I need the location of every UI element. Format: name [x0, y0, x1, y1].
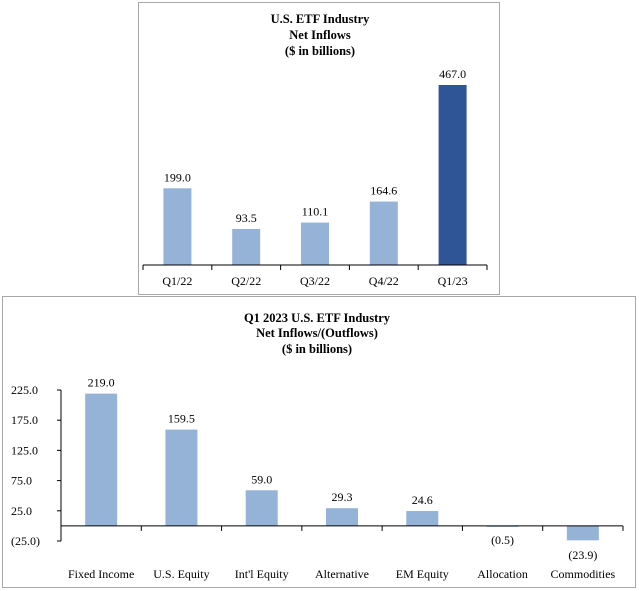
bar-Q2-22	[232, 228, 261, 265]
y-tick-label: 75.0	[11, 474, 32, 488]
data-label: 199.0	[164, 170, 191, 184]
chart-panel-category-inflows: Q1 2023 U.S. ETF Industry Net Inflows/(O…	[2, 296, 636, 588]
bar-commodities	[566, 525, 599, 541]
bar-em-equity	[406, 511, 439, 526]
data-label: 93.5	[236, 211, 257, 225]
x-tick-label: Fixed Income	[68, 567, 134, 581]
data-label: 110.1	[302, 205, 329, 219]
chart-title-line-2: Net Inflows/(Outflows)	[256, 326, 378, 340]
bar-Q1-22	[163, 188, 192, 265]
data-label: (23.9)	[568, 548, 597, 562]
data-label: 164.6	[370, 184, 397, 198]
x-tick-label: Allocation	[477, 567, 528, 581]
x-tick-label: Q3/22	[300, 274, 330, 288]
chart-title-line-1: U.S. ETF Industry	[271, 12, 371, 26]
x-tick-label: Alternative	[315, 567, 369, 581]
data-label: 159.5	[168, 412, 195, 426]
chart-title-line-3: ($ in billions)	[282, 342, 352, 356]
data-label: 219.0	[88, 376, 115, 390]
x-tick-label: Int'l Equity	[235, 567, 289, 581]
x-tick-label: Q2/22	[231, 274, 261, 288]
bar-u-s-equity	[165, 429, 198, 526]
y-tick-label: 175.0	[11, 413, 38, 427]
y-tick-label: 25.0	[11, 504, 32, 518]
data-label: 467.0	[439, 67, 466, 81]
chart-title-line-2: Net Inflows	[289, 28, 351, 42]
bar-Q4-22	[369, 201, 398, 265]
x-tick-label: Q1/23	[438, 274, 468, 288]
data-label: 24.6	[412, 493, 433, 507]
bar-alternative	[326, 508, 358, 526]
quarterly-inflows-chart: U.S. ETF Industry Net Inflows ($ in bill…	[142, 12, 488, 288]
y-tick-label: 125.0	[11, 443, 38, 457]
chart-title-line-3: ($ in billions)	[285, 44, 355, 58]
y-tick-label: 225.0	[11, 383, 38, 397]
x-tick-label: U.S. Equity	[153, 567, 209, 581]
bar-int-l-equity	[245, 490, 278, 526]
bar-allocation	[486, 525, 519, 527]
x-tick-label: Q1/22	[162, 274, 192, 288]
chart-title-line-1: Q1 2023 U.S. ETF Industry	[244, 311, 391, 325]
data-label: 59.0	[251, 472, 272, 486]
x-tick-label: EM Equity	[396, 567, 449, 581]
x-tick-label: Q4/22	[369, 274, 399, 288]
data-label: (0.5)	[491, 533, 514, 547]
x-tick-label: Commodities	[551, 567, 616, 581]
category-inflows-chart: Q1 2023 U.S. ETF Industry Net Inflows/(O…	[11, 311, 624, 581]
bar-Q3-22	[301, 222, 329, 265]
bar-Q1-23	[438, 85, 467, 265]
y-tick-label: (25.0)	[11, 534, 40, 548]
chart-panel-quarterly-inflows: U.S. ETF Industry Net Inflows ($ in bill…	[138, 2, 500, 295]
data-label: 29.3	[332, 490, 353, 504]
bar-fixed-income	[85, 393, 118, 526]
